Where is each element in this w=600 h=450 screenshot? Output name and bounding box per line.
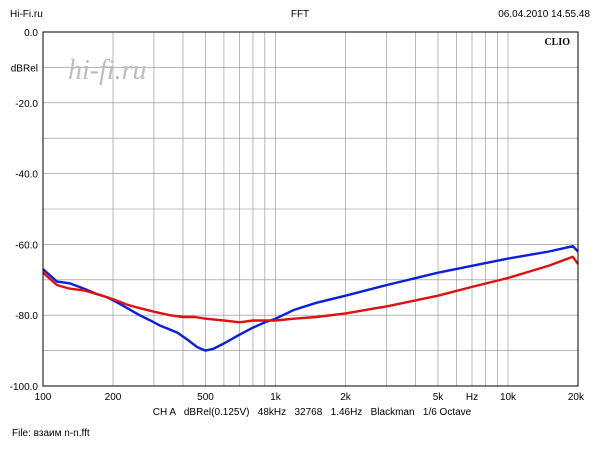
series-layer: [42, 245, 579, 352]
y-tick-label: -80.0: [15, 311, 38, 322]
x-tick-label: 2k: [340, 392, 352, 403]
y-unit-label: dBRel: [11, 63, 38, 74]
x-tick-label: 500: [197, 392, 214, 403]
x-tick-label: 1k: [270, 392, 282, 403]
clio-brand: CLIO: [544, 37, 570, 48]
file-name: File: взаим n-n.fft: [12, 428, 90, 439]
y-axis-ticks: 0.0 -20.0 -40.0 -60.0 -80.0 -100.0 dBRel: [10, 28, 39, 393]
y-tick-label: -60.0: [15, 240, 38, 251]
header-app-name: Hi-Fi.ru: [10, 9, 43, 20]
x-tick-label: 100: [35, 392, 52, 403]
blue-series-line: [42, 245, 579, 352]
x-tick-label: 20k: [568, 392, 585, 403]
red-series-line: [42, 255, 579, 324]
header-timestamp: 06.04.2010 14.55.48: [498, 9, 590, 20]
x-axis-ticks: 100 200 500 1k 2k 5k 10k 20k Hz: [35, 392, 585, 403]
measurement-parameters: CH A dBRel(0.125V) 48kHz 32768 1.46Hz Bl…: [152, 407, 472, 418]
plot-frame: [42, 31, 579, 387]
y-tick-label: -20.0: [15, 99, 38, 110]
header-measurement-type: FFT: [290, 9, 310, 20]
grid: [43, 32, 578, 386]
x-tick-label: 10k: [500, 392, 517, 403]
watermark-logo: hi-fi.ru: [68, 55, 147, 86]
y-tick-label: -100.0: [10, 382, 39, 393]
y-tick-label: 0.0: [24, 28, 38, 39]
y-tick-label: -40.0: [15, 170, 38, 181]
x-tick-label: 5k: [433, 392, 445, 403]
x-unit-label: Hz: [466, 392, 478, 403]
x-tick-label: 200: [105, 392, 122, 403]
